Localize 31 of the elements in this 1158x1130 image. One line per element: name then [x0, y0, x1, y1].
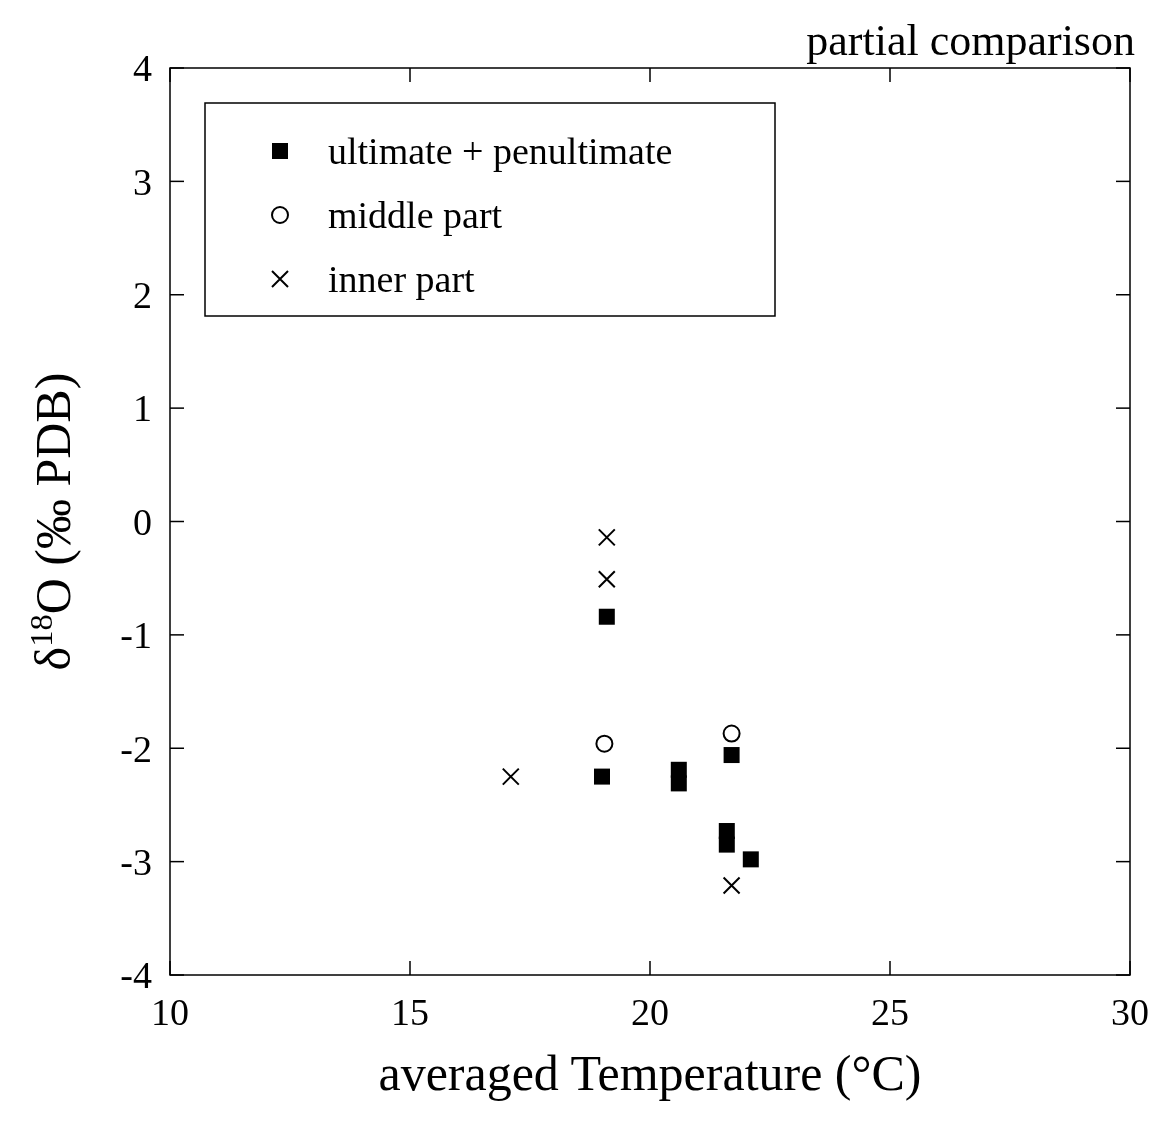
point [501, 767, 520, 786]
y-tick-label: 2 [133, 274, 152, 317]
point [598, 608, 615, 625]
legend-label: ultimate + penultimate [328, 130, 673, 173]
legend-label: middle part [328, 194, 503, 237]
y-tick-label: 4 [133, 47, 152, 90]
x-tick-label: 15 [391, 991, 429, 1033]
x-tick-label: 30 [1111, 991, 1149, 1033]
y-tick-label: 3 [133, 160, 152, 203]
point [597, 528, 616, 547]
y-tick-label: -1 [120, 614, 152, 657]
point [595, 734, 614, 753]
chart-title: partial comparison [806, 16, 1135, 65]
point [742, 851, 759, 868]
point [722, 876, 741, 895]
point [670, 775, 687, 792]
point [594, 768, 610, 785]
x-tick-label: 10 [151, 991, 189, 1033]
point [723, 747, 740, 764]
point [722, 724, 741, 743]
y-tick-label: 1 [133, 387, 152, 430]
x-axis-title: averaged Temperature (°C) [378, 1045, 922, 1101]
y-tick-label: 0 [133, 500, 152, 543]
point [597, 570, 616, 589]
x-tick-label: 20 [631, 991, 669, 1033]
y-tick-label: -3 [120, 840, 152, 883]
y-tick-label: -4 [120, 954, 152, 997]
legend-label: inner part [328, 258, 476, 301]
y-tick-label: -2 [120, 727, 152, 770]
point [718, 836, 735, 853]
x-tick-label: 25 [871, 991, 909, 1033]
